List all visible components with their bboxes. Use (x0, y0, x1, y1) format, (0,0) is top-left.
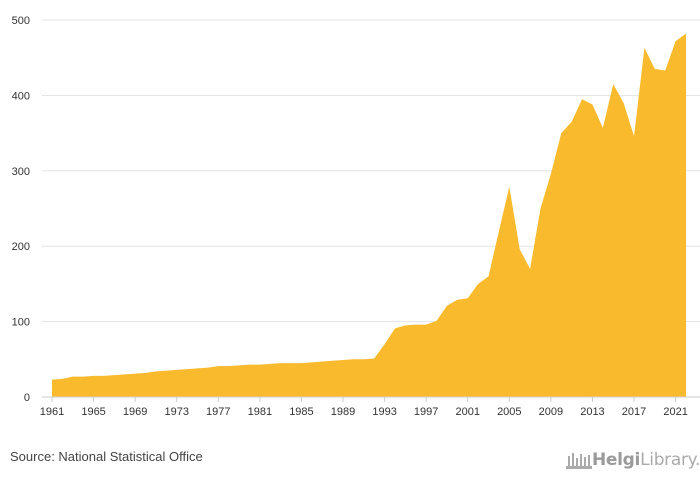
area-series (52, 33, 686, 397)
x-tick-label: 1985 (289, 406, 313, 418)
y-tick-label: 0 (24, 392, 30, 404)
library-building-icon (566, 453, 592, 469)
x-tick-label: 2001 (455, 406, 479, 418)
x-tick-label: 1961 (40, 406, 64, 418)
y-tick-label: 400 (12, 90, 30, 102)
x-tick-label: 2021 (663, 406, 687, 418)
source-note: Source: National Statistical Office (10, 449, 203, 464)
x-tick-label: 1989 (331, 406, 355, 418)
x-tick-label: 1965 (81, 406, 105, 418)
x-tick-label: 2009 (539, 406, 563, 418)
x-tick-label: 2005 (497, 406, 521, 418)
y-tick-label: 300 (12, 166, 30, 178)
x-tick-label: 1977 (206, 406, 230, 418)
brand-name: HelgiLibrary. (592, 450, 700, 470)
chart: 0 100 200 300 400 500 1961 1965 1969 1973 1977 1981… (12, 15, 700, 418)
helgi-library-logo: HelgiLibrary. (566, 448, 700, 472)
y-tick-label: 200 (12, 241, 30, 253)
x-tick-label: 1969 (123, 406, 147, 418)
x-tick-label: 1981 (248, 406, 272, 418)
brand-name-rest: Library. (640, 450, 700, 470)
x-tick-label: 1973 (164, 406, 188, 418)
x-tick-label: 1993 (372, 406, 396, 418)
x-tick-label: 2013 (580, 406, 604, 418)
brand-name-bold: Helgi (592, 450, 641, 470)
y-tick-label: 100 (12, 317, 30, 329)
y-tick-label: 500 (12, 15, 30, 27)
x-tick-label: 1997 (414, 406, 438, 418)
x-tick-label: 2017 (622, 406, 646, 418)
